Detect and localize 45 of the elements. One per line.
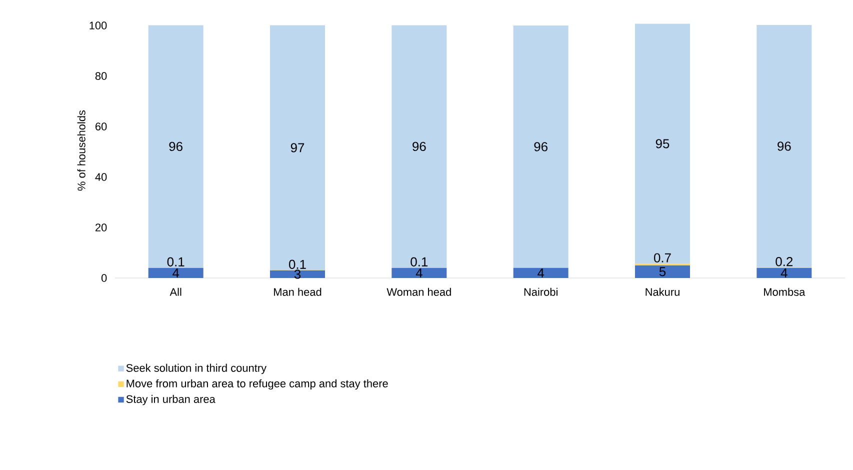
data-label: 96 <box>169 142 182 152</box>
bar <box>635 265 690 278</box>
data-label: 4 <box>416 268 422 278</box>
data-label: 4 <box>780 268 788 278</box>
x-tick-label: Nairobi <box>524 288 558 296</box>
data-label: 0.7 <box>654 253 671 262</box>
bar <box>756 25 812 268</box>
x-tick-label: All <box>170 288 182 296</box>
data-label: 96 <box>534 142 548 152</box>
y-tick-label: 20 <box>96 224 107 232</box>
bar <box>392 268 447 278</box>
data-label: 5 <box>659 267 666 276</box>
data-label: 0.2 <box>776 257 793 266</box>
data-label: 4 <box>538 268 544 278</box>
bar <box>148 268 204 278</box>
legend-label: Move from urban area to refugee camp and stay there <box>126 379 388 390</box>
bar <box>270 270 326 278</box>
bar <box>513 268 568 278</box>
y-tick-label: 80 <box>95 72 107 80</box>
data-label: 3 <box>294 270 301 279</box>
legend-label: Seek solution in third country <box>126 364 267 374</box>
bar <box>635 24 690 264</box>
data-label: 0.1 <box>167 257 184 266</box>
data-label: 95 <box>656 139 670 148</box>
x-tick-label: Mombsa <box>764 288 806 296</box>
y-tick-label: 0 <box>101 274 107 282</box>
y-tick-label: 60 <box>96 122 107 130</box>
data-label: 97 <box>290 143 304 152</box>
legend-label: Stay in urban area <box>126 394 216 406</box>
data-label: 4 <box>172 268 180 278</box>
bar <box>513 26 568 268</box>
x-tick-label: Nakuru <box>646 288 680 296</box>
bar <box>148 25 204 268</box>
y-axis-title: % of households <box>77 110 86 191</box>
y-tick-label: 100 <box>90 22 107 30</box>
bar <box>756 268 812 278</box>
data-label: 0.1 <box>410 257 428 266</box>
data-label: 96 <box>778 142 791 151</box>
y-tick-label: 40 <box>95 173 107 181</box>
data-label: 96 <box>412 142 426 152</box>
x-tick-label: Man head <box>274 288 322 296</box>
bar <box>392 25 447 268</box>
x-tick-label: Woman head <box>386 288 451 296</box>
bar <box>270 25 326 270</box>
data-label: 0.1 <box>289 260 306 269</box>
